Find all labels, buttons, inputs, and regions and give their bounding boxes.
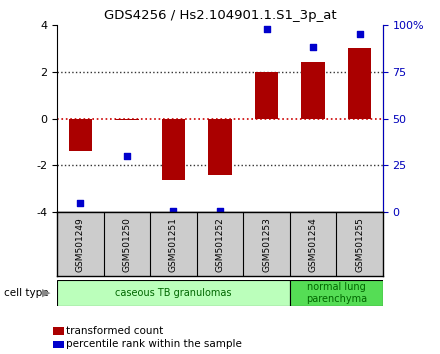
Title: GDS4256 / Hs2.104901.1.S1_3p_at: GDS4256 / Hs2.104901.1.S1_3p_at	[104, 9, 336, 22]
Bar	[255, 72, 278, 119]
Text: GSM501255: GSM501255	[355, 217, 364, 272]
Text: transformed count: transformed count	[66, 326, 163, 336]
Text: cell type: cell type	[4, 288, 49, 298]
Text: GSM501254: GSM501254	[308, 217, 318, 272]
Bar	[162, 119, 185, 179]
Text: GSM501252: GSM501252	[216, 217, 224, 272]
Point	[263, 26, 270, 32]
Text: ▶: ▶	[42, 288, 50, 298]
Point	[77, 200, 84, 206]
Text: normal lung
parenchyma: normal lung parenchyma	[306, 282, 367, 304]
Bar	[290, 280, 383, 306]
Text: GSM501251: GSM501251	[169, 217, 178, 272]
Point	[124, 153, 131, 159]
Bar	[348, 48, 371, 119]
Bar	[69, 119, 92, 152]
Text: GSM501253: GSM501253	[262, 217, 271, 272]
Point	[356, 31, 363, 37]
Bar	[115, 119, 139, 120]
Bar	[57, 280, 290, 306]
Text: GSM501250: GSM501250	[122, 217, 132, 272]
Point	[216, 208, 224, 213]
Text: percentile rank within the sample: percentile rank within the sample	[66, 339, 242, 349]
Point	[309, 45, 316, 50]
Text: caseous TB granulomas: caseous TB granulomas	[115, 288, 232, 298]
Text: GSM501249: GSM501249	[76, 217, 85, 272]
Bar	[301, 62, 325, 119]
Point	[170, 208, 177, 213]
Bar	[209, 119, 231, 175]
